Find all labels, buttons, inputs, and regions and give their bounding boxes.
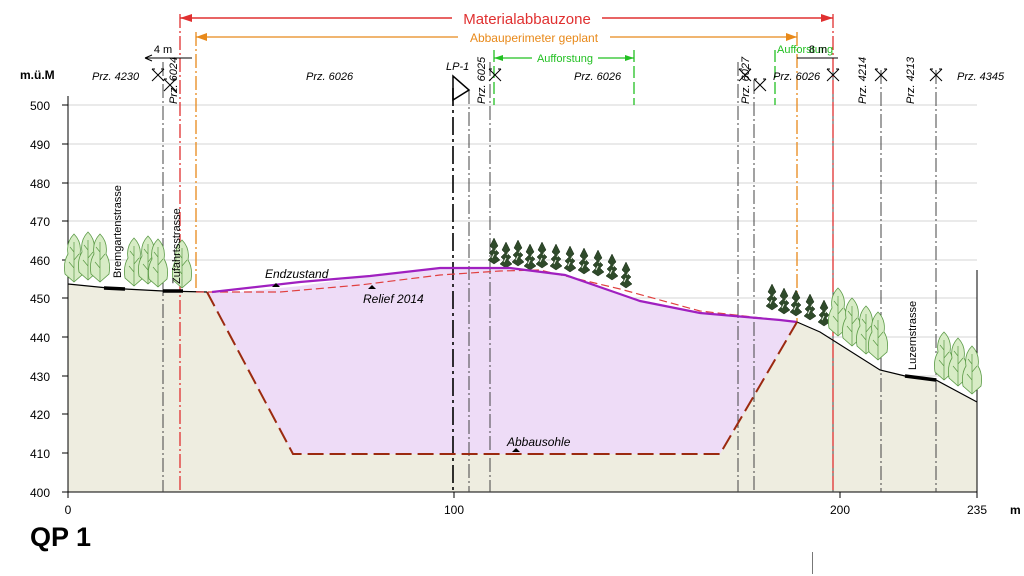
x-tick: 200 (830, 503, 850, 517)
y-tick: 400 (30, 486, 50, 500)
parcel-label: Prz. 6026 (773, 71, 821, 83)
y-tick: 480 (30, 177, 50, 191)
afforestation-dimension: Aufforstung Aufforstung (494, 44, 833, 65)
road-label: Zufahrtsstrasse (171, 208, 183, 284)
width-right-label: 8 m (809, 44, 827, 56)
x-axis-unit: m (1010, 503, 1021, 517)
y-tick: 430 (30, 370, 50, 384)
y-tick: 420 (30, 408, 50, 422)
x-tick: 0 (65, 503, 72, 517)
y-axis-unit: m.ü.M (20, 68, 55, 82)
parcel-label: Prz. 6026 (574, 71, 622, 83)
x-tick: 100 (444, 503, 464, 517)
y-tick: 460 (30, 254, 50, 268)
road-label: Bremgartenstrasse (112, 185, 124, 278)
parcel-label: Prz. 4214 (857, 57, 869, 104)
road-surfaces (103, 286, 937, 382)
width-right-dimension: 8 m (797, 44, 838, 59)
y-tick: 450 (30, 292, 50, 306)
excavation-area (207, 268, 797, 454)
width-left-dimension: 4 m (144, 44, 192, 62)
floor-label: Abbausohle (506, 435, 571, 449)
width-left-label: 4 m (154, 44, 172, 56)
afforestation-label: Aufforstung (537, 53, 593, 65)
end-state-label: Endzustand (265, 267, 329, 281)
boundary-markers (151, 68, 943, 92)
y-tick: 440 (30, 331, 50, 345)
zone-label: Materialabbauzone (463, 11, 591, 28)
perimeter-dimension: Abbauperimeter geplant (196, 29, 797, 45)
relief-2014-line (196, 269, 798, 323)
lp1-marker: LP-1 (446, 61, 471, 102)
parcel-label: Prz. 6025 (476, 56, 488, 104)
afforestation-label-right: Aufforstung (777, 44, 833, 56)
parcel-label: Prz. 4213 (905, 56, 917, 104)
afforestation-boundaries (493, 50, 776, 105)
parcel-label: Prz. 6027 (740, 56, 752, 104)
road-label: Luzernstrasse (907, 301, 919, 370)
end-state-line (211, 266, 798, 324)
lp1-label: LP-1 (446, 61, 469, 73)
relief-label: Relief 2014 (363, 292, 424, 306)
parcel-label: Prz. 4345 (957, 71, 1005, 83)
y-tick: 470 (30, 215, 50, 229)
zone-dimension: Materialabbauzone (180, 8, 833, 28)
parcel-label: Prz. 4230 (92, 71, 140, 83)
parcel-label: Prz. 6026 (306, 71, 354, 83)
terrain (68, 284, 977, 492)
x-tick: 235 (967, 503, 987, 517)
y-tick: 500 (30, 99, 50, 113)
perimeter-label: Abbauperimeter geplant (470, 31, 599, 45)
profile-title: QP 1 (30, 522, 92, 552)
page-mark (812, 552, 813, 574)
excavation-floor (206, 291, 798, 455)
perimeter-boundaries (195, 32, 798, 322)
y-tick: 490 (30, 138, 50, 152)
y-tick: 410 (30, 447, 50, 461)
